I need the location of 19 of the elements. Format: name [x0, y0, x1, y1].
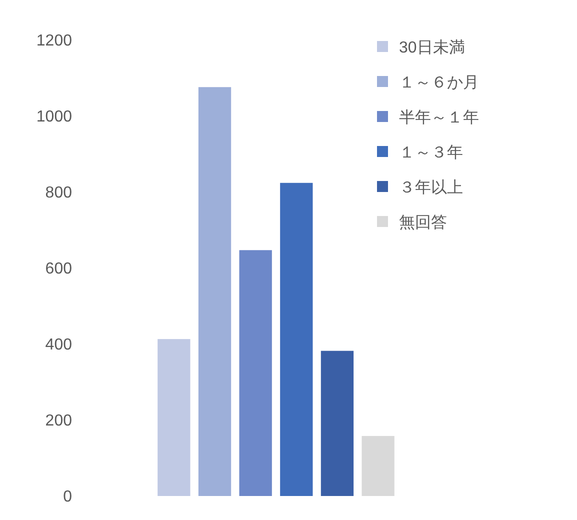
y-tick-label: 1000: [36, 108, 72, 126]
legend-label: １～６か月: [399, 74, 479, 92]
y-tick-label: 1200: [36, 32, 72, 50]
bar: [320, 350, 354, 496]
y-tick-label: 800: [45, 184, 72, 202]
bar: [362, 436, 394, 496]
legend-label: 半年～１年: [399, 108, 479, 127]
legend-label: １～３年: [399, 144, 463, 162]
bar: [198, 87, 232, 496]
y-tick-label: 600: [45, 260, 72, 278]
y-tick-label: 0: [63, 488, 72, 506]
bar: [239, 250, 272, 496]
y-tick-label: 400: [45, 336, 72, 354]
bar: [158, 339, 190, 496]
legend-label: 無回答: [399, 214, 447, 232]
y-tick-label: 200: [45, 412, 72, 430]
legend-label: 30日未満: [399, 38, 465, 57]
bar: [280, 182, 313, 496]
legend-label: ３年以上: [399, 178, 463, 197]
